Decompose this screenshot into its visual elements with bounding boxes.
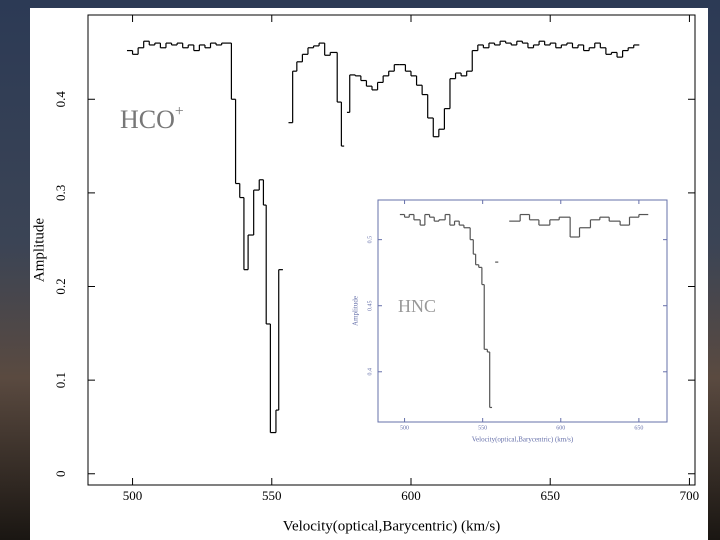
y-tick-label: 0.1 [53,372,68,388]
x-tick-label: 650 [540,488,560,503]
annotation: HCO+ [120,103,184,134]
plot-frame [377,199,668,423]
x-tick-label: 650 [634,425,643,431]
annotation-text: HCO [120,105,175,134]
y-tick-label: 0 [53,471,68,478]
x-tick-label: 600 [556,425,565,431]
x-tick-label: 550 [262,488,282,503]
y-tick-label: 0.45 [367,300,373,311]
y-tick-label: 0.2 [53,278,68,294]
annotation-text: HNC [398,296,436,316]
x-tick-label: 500 [400,425,409,431]
y-tick-label: 0.5 [367,236,373,244]
y-tick-label: 0.4 [53,91,68,108]
annotation: HNC [398,296,436,316]
x-tick-label: 600 [401,488,421,503]
plot-frame [87,14,696,486]
annotation-superscript: + [175,103,184,120]
y-tick-label: 0.4 [367,368,373,376]
x-axis-label: Velocity(optical,Barycentric) (km/s) [472,436,574,444]
x-tick-label: 700 [680,488,700,503]
x-tick-label: 550 [478,425,487,431]
x-axis-label: Velocity(optical,Barycentric) (km/s) [283,518,500,534]
y-axis-label: Amplitude [31,218,47,283]
inset-background [378,200,667,422]
x-tick-label: 500 [123,488,143,503]
y-axis-label: Amplitude [352,296,360,326]
y-tick-label: 0.3 [53,185,68,201]
